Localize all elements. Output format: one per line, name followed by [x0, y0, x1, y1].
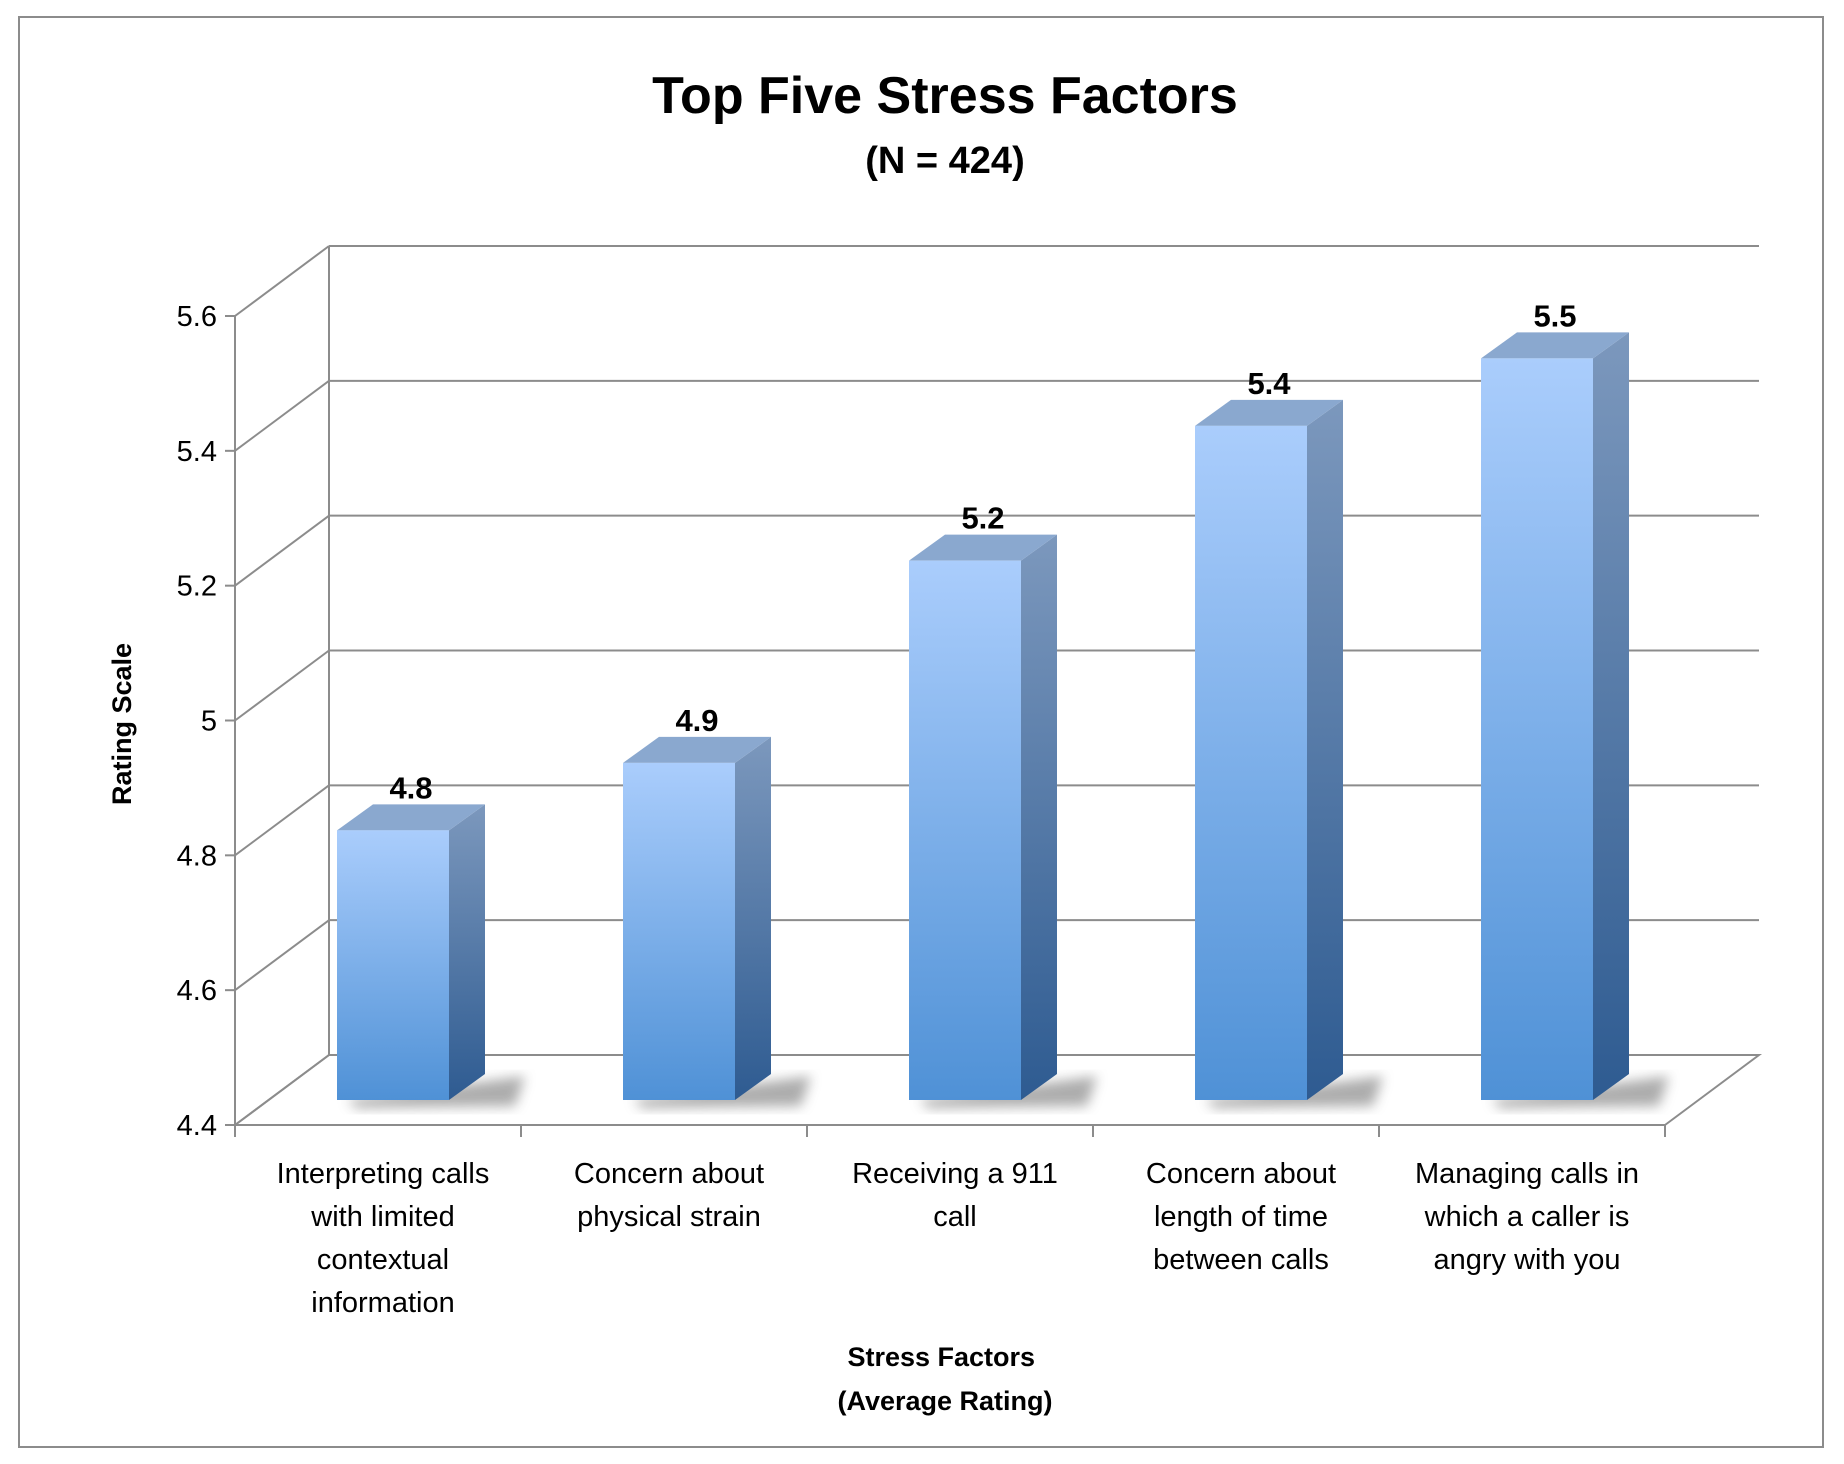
bar-front [623, 762, 735, 1100]
bar-side [449, 804, 485, 1100]
data-label: 5.5 [1533, 298, 1576, 333]
bar-front [337, 830, 449, 1100]
category-label: Interpreting calls with limited contextual… [277, 1158, 490, 1319]
category-label: Concern about physical strain [574, 1158, 764, 1233]
side-gridline [234, 649, 330, 722]
bar-side [1021, 534, 1057, 1100]
x-axis-label: Stress Factors (Average Rating) [837, 1342, 1052, 1416]
bar-top [337, 804, 485, 831]
y-tick-label: 5.4 [177, 436, 217, 468]
category-label-line: Managing calls in [1415, 1158, 1639, 1190]
y-tick-label: 5.2 [177, 571, 217, 603]
category-label-line: Interpreting calls [277, 1158, 490, 1190]
bar-top [909, 534, 1057, 561]
x-axis-label-line-1: Stress Factors [847, 1342, 1035, 1372]
y-tick-labels: 4.4 4.6 4.8 5 5.2 5.4 5.6 [177, 301, 217, 1142]
x-axis-label-line-2: (Average Rating) [837, 1386, 1052, 1416]
y-tick-label: 5.6 [177, 301, 217, 333]
y-tick-label: 4.4 [177, 1110, 217, 1142]
y-tick-label: 5 [201, 706, 217, 738]
category-label-line: call [933, 1201, 977, 1233]
category-label-line: contextual [317, 1244, 449, 1276]
bar-side [1593, 332, 1629, 1101]
category-label: Receiving a 911 call [852, 1158, 1058, 1233]
bar-side [735, 736, 771, 1100]
bar-front [1195, 425, 1307, 1100]
chart-title: Top Five Stress Factors [652, 67, 1238, 125]
y-axis-label: Rating Scale [107, 643, 137, 805]
side-gridline [234, 784, 330, 857]
bar-top [623, 736, 771, 763]
side-gridline [234, 514, 330, 587]
category-label-line: physical strain [577, 1201, 761, 1233]
category-label-line: Receiving a 911 [852, 1158, 1058, 1190]
data-label: 4.9 [675, 703, 718, 738]
bar-1 [337, 804, 525, 1108]
bar-5 [1481, 332, 1669, 1108]
category-label-line: length of time [1154, 1201, 1328, 1233]
category-label-line: which a caller is [1424, 1201, 1630, 1233]
category-label: Concern about length of time between calls [1146, 1158, 1336, 1276]
bar-3 [909, 534, 1097, 1108]
bars [337, 332, 1669, 1108]
bar-side [1307, 399, 1343, 1100]
bar-4 [1195, 399, 1383, 1108]
category-label-line: information [311, 1287, 454, 1319]
category-label: Managing calls in which a caller is angry … [1415, 1158, 1639, 1276]
side-gridline [234, 245, 330, 317]
category-label-line: angry with you [1434, 1244, 1621, 1276]
category-labels: Interpreting calls with limited contextual… [277, 1158, 1639, 1319]
y-tick-label: 4.6 [177, 975, 217, 1007]
bar-front [909, 560, 1021, 1100]
bar-top [1481, 332, 1629, 359]
side-gridline [234, 380, 330, 452]
category-label-line: Concern about [574, 1158, 764, 1190]
y-tick-label: 4.8 [177, 840, 217, 872]
data-label: 5.2 [961, 501, 1004, 536]
category-label-line: with limited [310, 1201, 454, 1233]
data-label: 4.8 [389, 770, 432, 805]
bar-top [1195, 399, 1343, 426]
bar-front [1481, 358, 1593, 1101]
bar-2 [623, 736, 811, 1108]
data-label: 5.4 [1247, 366, 1291, 401]
side-gridline [234, 919, 330, 991]
chart-subtitle: (N = 424) [865, 140, 1024, 182]
data-labels: 4.8 4.9 5.2 5.4 5.5 [389, 298, 1576, 805]
category-label-line: Concern about [1146, 1158, 1336, 1190]
category-label-line: between calls [1153, 1244, 1329, 1276]
